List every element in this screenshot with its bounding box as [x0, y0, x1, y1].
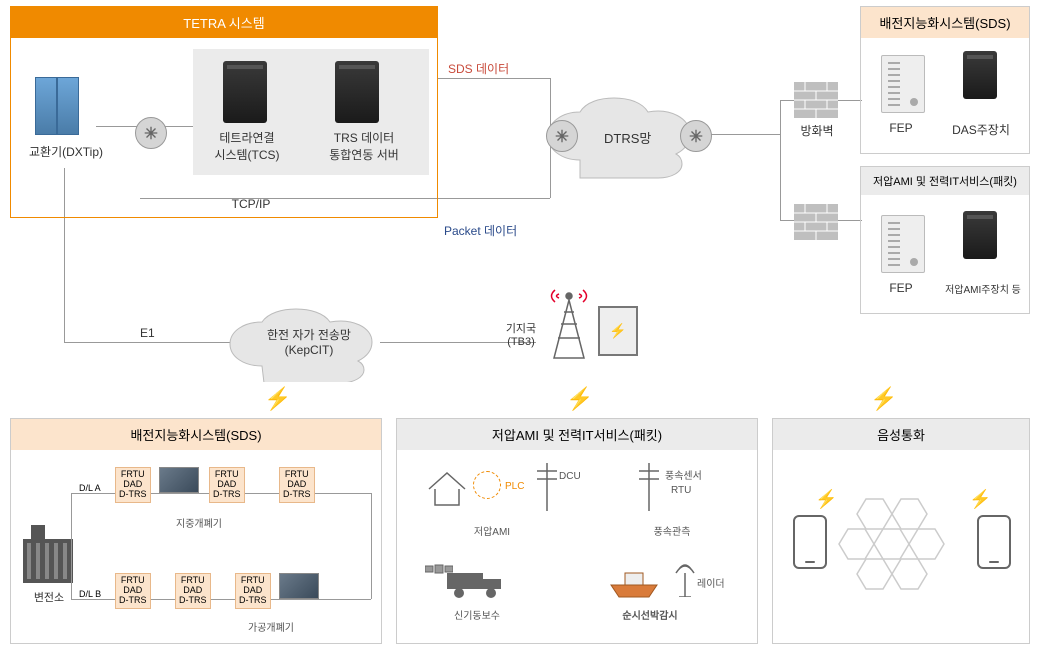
ami-srv-label: 저압AMI주장치 등 [935, 281, 1031, 296]
bolt-2: ⚡ [566, 386, 593, 412]
tetra-server-panel: 테트라연결 시스템(TCS) TRS 데이터 통합연동 서버 [193, 49, 429, 175]
bolt-1: ⚡ [264, 386, 291, 412]
dl-vline-left [71, 493, 72, 599]
dxtip-label: 교환기(DXTip) [21, 143, 111, 160]
tower-icon [544, 288, 594, 360]
line-sds-data [438, 78, 550, 79]
mobile-label: 신기동보수 [437, 607, 517, 622]
phone-left [793, 515, 827, 574]
radar-label: 레이더 [697, 575, 725, 590]
sds-fep-label: FEP [871, 121, 931, 135]
frtu-2: FRTU DAD D-TRS [209, 467, 245, 503]
phone-right [977, 515, 1011, 574]
frtu-6: FRTU DAD D-TRS [235, 573, 271, 609]
tetra-frame: TETRA 시스템 교환기(DXTip) 테트라연결 시스템(TCS) TRS … [10, 6, 438, 218]
frtu-4: FRTU DAD D-TRS [115, 573, 151, 609]
router-dtrs-right [680, 120, 712, 152]
oh-photo [279, 573, 319, 599]
line-dtrs-fw1 [700, 134, 780, 135]
dl-vline-right [371, 493, 372, 599]
firewall-top [794, 82, 838, 118]
radar-icon [673, 561, 697, 597]
dlb-label: D/L B [77, 589, 103, 599]
sds-data-label: SDS 데이터 [448, 60, 509, 77]
sds-bottom-frame: 배전지능화시스템(SDS) 변전소 D/L A D/L B FRTU DAD D… [10, 418, 382, 644]
wind-pole-icon [637, 463, 661, 511]
line-dtrs-split [780, 100, 781, 220]
base-panel-icon [598, 306, 638, 356]
packet-data-label: Packet 데이터 [444, 222, 517, 239]
substation-icon [23, 539, 73, 583]
wind-sensor-label: 풍속센서 [665, 467, 702, 482]
dcu-label: DCU [559, 471, 581, 482]
low-ami-label: 저압AMI [457, 523, 527, 538]
pole-icon [535, 463, 559, 511]
plc-label: PLC [505, 481, 524, 492]
house-icon [425, 469, 469, 509]
ami-server-icon [961, 211, 999, 264]
router-tetra [135, 117, 167, 149]
dtrs-label: DTRS망 [604, 128, 651, 147]
substation-label: 변전소 [21, 589, 77, 605]
ami-bottom-frame: 저압AMI 및 전력IT서비스(패킷) PLC DCU 저압AMI 풍속센서 R… [396, 418, 758, 644]
dla-label: D/L A [77, 483, 103, 493]
firewall-label: 방화벽 [792, 122, 842, 139]
plc-meter-icon [473, 471, 501, 499]
bolt-phone-l: ⚡ [815, 489, 837, 510]
kepcit-label: 한전 자가 전송망 (KepCIT) [244, 326, 374, 357]
sds-box-title: 배전지능화시스템(SDS) [861, 7, 1029, 38]
bolt-phone-r: ⚡ [969, 489, 991, 510]
ug-photo [159, 467, 199, 493]
wind-obs-label: 풍속관측 [637, 523, 707, 538]
sds-bottom-title: 배전지능화시스템(SDS) [11, 419, 381, 450]
truck-icon [447, 569, 507, 599]
tcs-label: 테트라연결 시스템(TCS) [197, 129, 297, 163]
ug-switch-label: 지중개폐기 [159, 515, 239, 530]
sds-box: 배전지능화시스템(SDS) FEP DAS주장치 [860, 6, 1030, 154]
voice-frame: 음성통화 ⚡ ⚡ [772, 418, 1030, 644]
e1-label: E1 [140, 326, 155, 340]
dxtip-icon [35, 77, 79, 140]
ami-box: 저압AMI 및 전력IT서비스(패킷) FEP 저압AMI주장치 등 [860, 166, 1030, 314]
oh-switch-label: 가공개폐기 [231, 619, 311, 634]
sds-das-label: DAS주장치 [941, 121, 1021, 138]
line-fw-sds [838, 100, 862, 101]
ami-fep-label: FEP [871, 281, 931, 295]
frtu-5: FRTU DAD D-TRS [175, 573, 211, 609]
ship-watch-label: 순시선박감시 [605, 607, 695, 622]
frtu-1: FRTU DAD D-TRS [115, 467, 151, 503]
ami-bottom-title: 저압AMI 및 전력IT서비스(패킷) [397, 419, 757, 450]
hex-grid [831, 489, 971, 599]
bolt-3: ⚡ [870, 386, 897, 412]
router-dtrs-left [546, 120, 578, 152]
trs-server-icon [333, 61, 381, 128]
tcs-server-icon [221, 61, 269, 128]
line-fw-ami [838, 220, 862, 221]
sds-das-icon [961, 51, 999, 104]
tetra-title: TETRA 시스템 [11, 7, 437, 38]
tcpip-label: TCP/IP [211, 197, 291, 211]
base-label: 기지국 (TB3) [498, 320, 544, 348]
rtu-label: RTU [671, 485, 691, 496]
firewall-bottom [794, 204, 838, 240]
frtu-3: FRTU DAD D-TRS [279, 467, 315, 503]
sds-fep-icon [877, 55, 929, 118]
ami-box-title: 저압AMI 및 전력IT서비스(패킷) [861, 167, 1029, 195]
ship-icon [607, 569, 661, 599]
line-e1 [64, 342, 244, 343]
trs-label: TRS 데이터 통합연동 서버 [309, 129, 419, 163]
ami-fep-icon [877, 215, 929, 278]
voice-title: 음성통화 [773, 419, 1029, 450]
